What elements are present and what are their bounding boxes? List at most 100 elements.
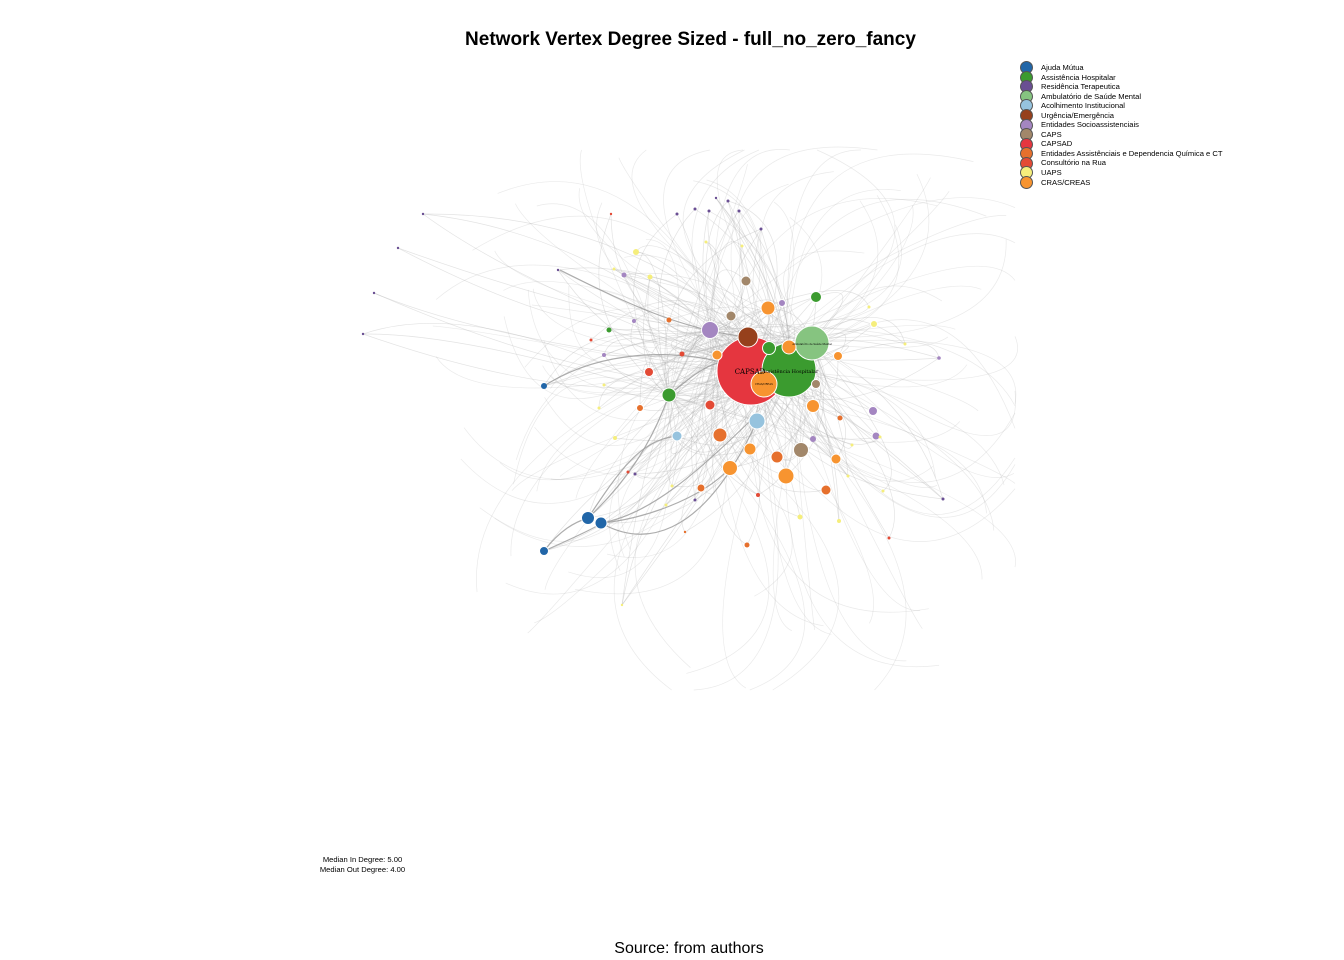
network-node	[868, 406, 878, 416]
edge	[534, 370, 752, 475]
edge	[716, 149, 790, 348]
edge	[811, 339, 1017, 404]
network-node	[737, 326, 759, 348]
legend-label: Ambulatório de Saúde Mental	[1041, 91, 1142, 101]
edge	[727, 200, 790, 348]
median-out-degree: Median Out Degree: 4.00	[319, 864, 406, 874]
edge	[747, 215, 1007, 338]
legend-label: Entidades Socioassistenciais	[1041, 120, 1139, 130]
legend-item: Urgência/Emergência	[1020, 109, 1223, 123]
edge	[750, 370, 874, 624]
legend-label: Residência Terapeutica	[1041, 82, 1120, 92]
edge	[613, 268, 790, 348]
network-node	[361, 332, 365, 336]
edge	[432, 325, 765, 385]
network-node	[701, 321, 719, 339]
edge	[634, 394, 670, 479]
edge	[578, 188, 749, 338]
edge	[497, 181, 752, 372]
edge	[811, 177, 931, 344]
network-node	[661, 387, 677, 403]
network-node	[602, 353, 606, 357]
network-node	[539, 546, 549, 556]
legend-item: CRAS/CREAS	[1020, 175, 1223, 189]
network-node	[633, 249, 639, 255]
network-node	[647, 274, 653, 280]
edge	[705, 241, 744, 331]
edge	[788, 189, 901, 348]
edge	[503, 316, 711, 400]
edge	[695, 354, 718, 489]
edge	[543, 522, 602, 552]
network-node	[644, 367, 654, 377]
network-node	[777, 467, 795, 485]
edge	[668, 280, 747, 396]
edge	[542, 365, 752, 396]
edge	[527, 289, 765, 397]
network-node	[589, 338, 593, 342]
edge	[463, 369, 790, 480]
legend-item: CAPS	[1020, 128, 1223, 142]
network-node	[740, 244, 744, 248]
edge	[691, 336, 749, 501]
edge	[610, 213, 718, 356]
edge	[544, 336, 749, 590]
edge	[668, 394, 793, 597]
edge	[788, 336, 1018, 381]
edge	[422, 213, 752, 372]
edge	[772, 342, 813, 632]
edge	[749, 370, 929, 613]
edge	[716, 354, 1016, 483]
network-node	[810, 291, 822, 303]
network-node	[903, 342, 907, 346]
network-node	[778, 299, 786, 307]
edge	[788, 369, 815, 631]
network-node	[707, 209, 711, 213]
edge	[709, 329, 824, 627]
edge	[494, 250, 790, 348]
network-node	[612, 267, 616, 271]
edge	[811, 195, 900, 344]
edge	[633, 213, 678, 396]
legend-item: UAPS	[1020, 166, 1223, 180]
edge	[738, 210, 790, 348]
legend-item: CAPSAD	[1020, 137, 1223, 151]
network-node	[762, 341, 776, 355]
edge	[531, 304, 711, 331]
edge	[664, 329, 711, 396]
capsad-node-label: CAPSAD	[735, 368, 766, 376]
edge	[630, 320, 749, 358]
network-node	[810, 436, 816, 442]
edge	[715, 197, 796, 348]
network-node	[870, 320, 878, 328]
network-node	[850, 443, 854, 447]
edge	[713, 149, 790, 356]
edge	[587, 435, 678, 519]
edge	[668, 241, 719, 396]
network-node	[793, 442, 809, 458]
network-node	[878, 435, 882, 439]
network-node	[740, 275, 752, 287]
edge	[811, 342, 1016, 436]
network-node	[881, 489, 885, 493]
network-node	[781, 339, 797, 355]
legend-item: Ajuda Mútua	[1020, 61, 1223, 75]
edge	[709, 329, 787, 477]
edge	[603, 354, 718, 386]
edge	[788, 346, 907, 662]
edge	[788, 342, 940, 371]
edge	[613, 268, 711, 331]
legend-item: Entidades Assistênciais e Dependencia Qu…	[1020, 147, 1223, 161]
edge	[534, 369, 790, 624]
network-node	[594, 516, 608, 530]
legend-item: Entidades Socioassistenciais	[1020, 118, 1223, 132]
network-node	[833, 351, 843, 361]
edge	[663, 149, 752, 372]
network-node	[837, 519, 841, 523]
legend-item: Acolhimento Institucional	[1020, 99, 1223, 113]
edge	[668, 394, 751, 456]
network-node	[737, 209, 741, 213]
edge	[786, 153, 974, 371]
network-node	[937, 356, 941, 360]
network-node	[871, 431, 881, 441]
